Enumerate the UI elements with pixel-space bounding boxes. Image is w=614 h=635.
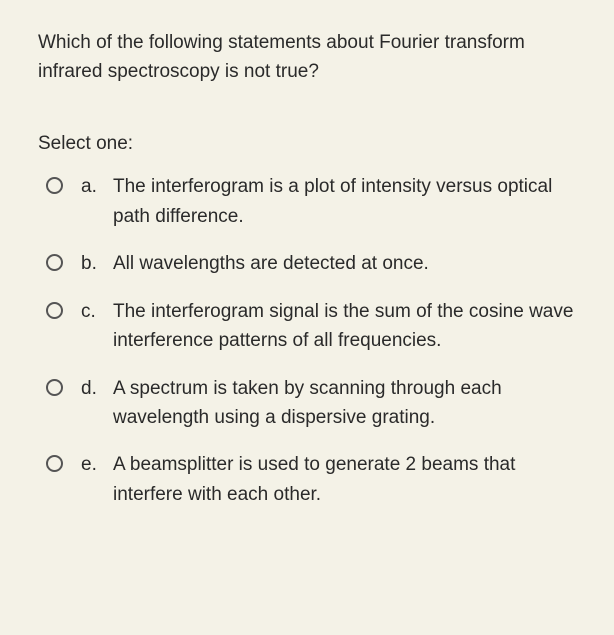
option-letter: e. bbox=[81, 450, 113, 479]
option-d: d. A spectrum is taken by scanning throu… bbox=[38, 374, 576, 433]
option-letter: c. bbox=[81, 297, 113, 326]
option-letter: d. bbox=[81, 374, 113, 403]
option-letter: b. bbox=[81, 249, 113, 278]
option-b: b. All wavelengths are detected at once. bbox=[38, 249, 576, 278]
option-text: A spectrum is taken by scanning through … bbox=[113, 374, 576, 433]
radio-b[interactable] bbox=[46, 254, 63, 271]
option-c: c. The interferogram signal is the sum o… bbox=[38, 297, 576, 356]
option-e: e. A beamsplitter is used to generate 2 … bbox=[38, 450, 576, 509]
radio-a[interactable] bbox=[46, 177, 63, 194]
option-text: A beamsplitter is used to generate 2 bea… bbox=[113, 450, 576, 509]
option-text: The interferogram signal is the sum of t… bbox=[113, 297, 576, 356]
question-text: Which of the following statements about … bbox=[38, 28, 576, 87]
select-one-prompt: Select one: bbox=[38, 129, 576, 158]
radio-c[interactable] bbox=[46, 302, 63, 319]
option-letter: a. bbox=[81, 172, 113, 201]
radio-d[interactable] bbox=[46, 379, 63, 396]
option-text: All wavelengths are detected at once. bbox=[113, 249, 576, 278]
option-a: a. The interferogram is a plot of intens… bbox=[38, 172, 576, 231]
options-list: a. The interferogram is a plot of intens… bbox=[38, 172, 576, 509]
radio-e[interactable] bbox=[46, 455, 63, 472]
option-text: The interferogram is a plot of intensity… bbox=[113, 172, 576, 231]
